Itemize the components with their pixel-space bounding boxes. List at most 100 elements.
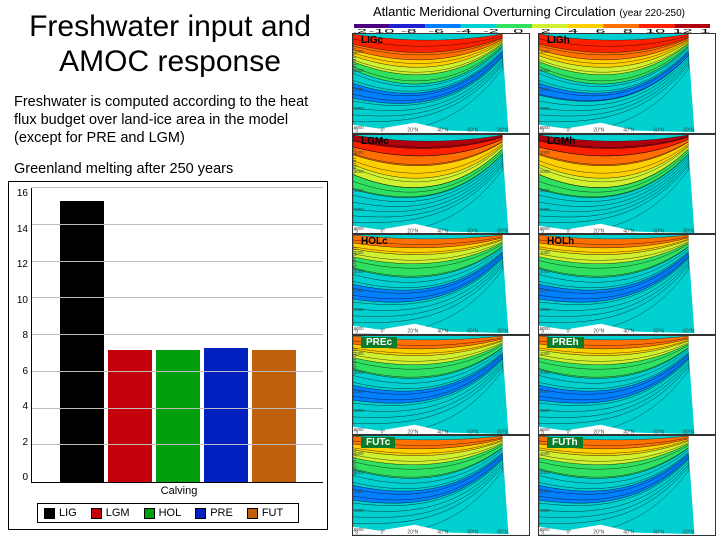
amoc-ylabel: Depth (m) — [352, 449, 358, 476]
legend-label: HOL — [159, 507, 182, 519]
svg-text:80°N: 80°N — [497, 228, 508, 233]
svg-text:5000: 5000 — [540, 326, 550, 331]
svg-text:80°N: 80°N — [683, 329, 694, 334]
svg-text:3000: 3000 — [354, 489, 364, 494]
amoc-ylabel: Depth (m) — [352, 348, 358, 375]
svg-text:80°N: 80°N — [683, 429, 694, 434]
svg-text:5000: 5000 — [540, 225, 550, 230]
svg-text:3000: 3000 — [354, 87, 364, 92]
svg-text:20°N: 20°N — [593, 329, 604, 334]
svg-text:1000: 1000 — [540, 149, 550, 154]
svg-text:5000: 5000 — [354, 326, 364, 331]
amoc-panel-PREc: PREc20°S0°20°N40°N60°N80°N10002000300040… — [352, 335, 530, 436]
svg-text:60°N: 60°N — [653, 228, 664, 233]
legend-label: LGM — [106, 507, 130, 519]
svg-text:3000: 3000 — [354, 389, 364, 394]
svg-text:0°: 0° — [567, 127, 572, 132]
amoc-ylabel: Depth (m) — [352, 46, 358, 73]
amoc-panel-label: FUTh — [547, 437, 583, 448]
bar-y-axis: 0246810121416 — [11, 188, 31, 483]
svg-text:3000: 3000 — [540, 87, 550, 92]
svg-text:0°: 0° — [567, 228, 572, 233]
bar-y-tick: 8 — [11, 330, 28, 341]
svg-text:40°N: 40°N — [623, 530, 634, 535]
svg-text:80°N: 80°N — [497, 329, 508, 334]
svg-text:5000: 5000 — [354, 427, 364, 432]
svg-text:20°N: 20°N — [593, 530, 604, 535]
svg-text:1000: 1000 — [540, 250, 550, 255]
svg-text:20°N: 20°N — [407, 329, 418, 334]
svg-text:3000: 3000 — [540, 187, 550, 192]
bar-chart-title: Greenland melting after 250 years — [8, 157, 332, 181]
svg-text:60°N: 60°N — [467, 429, 478, 434]
bar-x-label: Calving — [9, 483, 327, 499]
svg-text:4000: 4000 — [540, 307, 550, 312]
svg-text:4000: 4000 — [540, 508, 550, 513]
bar-grid-line — [32, 408, 323, 409]
bar-plot-area: 0246810121416 — [9, 182, 327, 483]
svg-text:20°N: 20°N — [407, 228, 418, 233]
svg-text:80°N: 80°N — [497, 530, 508, 535]
bar-chart: 0246810121416 Calving LIGLGMHOLPREFUT — [8, 181, 328, 530]
amoc-panel-label: HOLh — [547, 236, 574, 247]
bar-FUT — [252, 350, 296, 482]
svg-text:0°: 0° — [567, 429, 572, 434]
svg-text:60°N: 60°N — [653, 329, 664, 334]
bar-y-tick: 4 — [11, 401, 28, 412]
svg-text:40°N: 40°N — [437, 228, 448, 233]
amoc-panel-HOLc: HOLc20°S0°20°N40°N60°N80°N10002000300040… — [352, 234, 530, 335]
bar-y-tick: 16 — [11, 188, 28, 199]
svg-text:3000: 3000 — [354, 288, 364, 293]
bar-y-tick: 6 — [11, 366, 28, 377]
svg-text:0°: 0° — [381, 127, 386, 132]
svg-text:80°N: 80°N — [683, 530, 694, 535]
svg-text:20°N: 20°N — [593, 429, 604, 434]
left-column: Freshwater input and AMOC response Fresh… — [0, 0, 340, 540]
svg-text:80°N: 80°N — [497, 127, 508, 132]
slide-title: Freshwater input and AMOC response — [8, 6, 332, 93]
amoc-panel-label: LGMc — [361, 136, 389, 147]
svg-text:40°N: 40°N — [437, 329, 448, 334]
svg-text:3000: 3000 — [540, 489, 550, 494]
svg-text:60°N: 60°N — [467, 127, 478, 132]
bar-y-tick: 10 — [11, 295, 28, 306]
svg-text:40°N: 40°N — [437, 429, 448, 434]
amoc-title-main: Atlantic Meridional Overturning Circulat… — [373, 4, 616, 19]
svg-text:0°: 0° — [381, 329, 386, 334]
amoc-panel-label: LGMh — [547, 136, 575, 147]
svg-text:5000: 5000 — [540, 125, 550, 130]
svg-text:60°N: 60°N — [653, 429, 664, 434]
svg-text:20°N: 20°N — [593, 228, 604, 233]
svg-text:40°N: 40°N — [437, 127, 448, 132]
svg-text:3000: 3000 — [540, 288, 550, 293]
svg-text:4000: 4000 — [354, 408, 364, 413]
bar-y-tick: 2 — [11, 437, 28, 448]
bar-HOL — [156, 350, 200, 482]
bar-legend: LIGLGMHOLPREFUT — [37, 503, 299, 523]
bar-y-tick: 0 — [11, 472, 28, 483]
svg-text:60°N: 60°N — [467, 329, 478, 334]
amoc-ylabel: Depth (m) — [352, 147, 358, 174]
legend-swatch — [247, 508, 258, 519]
bar-grid-line — [32, 261, 323, 262]
svg-text:2000: 2000 — [540, 168, 550, 173]
svg-text:20°N: 20°N — [593, 127, 604, 132]
svg-text:4000: 4000 — [540, 106, 550, 111]
svg-text:60°N: 60°N — [653, 530, 664, 535]
svg-text:4000: 4000 — [540, 206, 550, 211]
legend-label: PRE — [210, 507, 233, 519]
svg-text:60°N: 60°N — [467, 228, 478, 233]
legend-label: LIG — [59, 507, 77, 519]
amoc-panel-label: PREc — [361, 337, 397, 348]
bar-bars-region — [31, 188, 323, 483]
svg-text:0°: 0° — [381, 228, 386, 233]
svg-text:40°N: 40°N — [437, 530, 448, 535]
bar-grid-line — [32, 224, 323, 225]
amoc-panel-LIGh: LIGh20°S0°20°N40°N60°N80°N10002000300040… — [538, 33, 716, 134]
svg-text:40°N: 40°N — [623, 127, 634, 132]
svg-text:5000: 5000 — [540, 427, 550, 432]
legend-swatch — [44, 508, 55, 519]
right-column: Atlantic Meridional Overturning Circulat… — [340, 0, 720, 540]
svg-text:3000: 3000 — [540, 389, 550, 394]
svg-text:5000: 5000 — [354, 125, 364, 130]
